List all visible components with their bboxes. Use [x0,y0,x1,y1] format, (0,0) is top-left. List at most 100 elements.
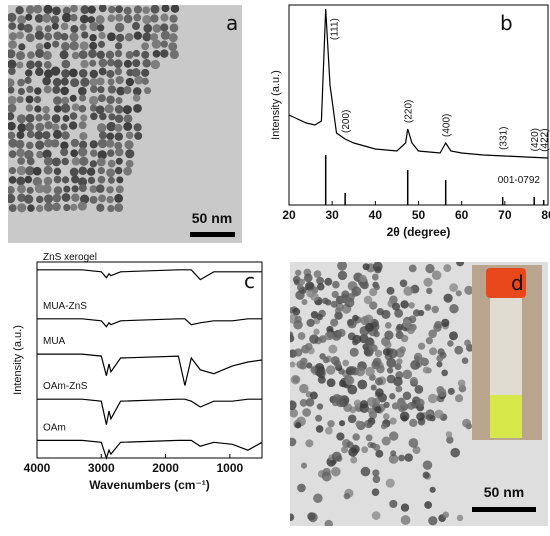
particle [27,204,35,212]
particle [322,297,329,305]
x-axis-title: Wavenumbers (cm⁻¹) [89,478,210,492]
particle [62,114,70,122]
particle [114,203,124,213]
particle [98,131,107,140]
particle [16,165,27,176]
particle [15,139,25,149]
particle [60,22,69,31]
particle [44,121,53,130]
particle [132,87,142,96]
particle [389,393,396,400]
data-line [37,353,263,386]
particle [53,96,62,105]
particle [108,113,116,121]
particle [319,335,327,343]
particle [399,411,410,422]
particle [373,443,381,451]
particle [403,286,414,296]
particle [106,69,115,78]
particle [123,114,133,124]
particle [61,59,71,69]
particle [160,13,169,22]
particle [398,404,406,413]
particle [16,31,24,40]
particle [382,348,391,356]
particle [44,32,53,41]
particle [17,184,26,194]
particle [34,60,43,69]
particle [96,50,105,60]
particle [314,367,325,377]
particle [51,157,61,167]
particle [380,423,387,430]
particle [441,318,450,327]
particle [464,285,474,295]
particle [52,6,61,16]
peak-label: (111) [330,18,341,40]
particle [391,402,400,410]
particle [25,13,33,21]
particle [115,147,124,157]
particle [160,49,169,58]
particle [357,379,368,390]
particle [98,31,106,40]
particle [96,77,105,86]
particle [116,86,126,96]
particle [60,141,69,150]
particle [428,516,438,526]
particle [52,202,61,212]
particle [8,67,16,76]
particle [23,23,33,33]
particle [90,112,98,121]
particle [160,30,171,40]
particle [360,466,371,477]
particle [425,263,435,274]
particle [42,149,52,159]
particle [394,308,404,318]
peak-label: (220) [404,100,415,123]
data-line [37,269,262,281]
particle [160,40,168,48]
particle [436,354,444,362]
particle [32,166,42,176]
particle [98,67,107,76]
particle [134,75,144,85]
particle [361,446,369,454]
particle [89,140,98,149]
series-label: MUA-ZnS [43,301,87,312]
particle [125,159,134,168]
particle [290,513,295,522]
particle [71,157,81,166]
particle [399,279,408,288]
particle [8,12,17,23]
particle [330,318,339,327]
particle [337,328,346,337]
peak-label: (420) [530,128,541,151]
particle [16,131,25,140]
particle [52,40,60,48]
particle [25,33,35,43]
particle [43,202,54,212]
particle [89,185,98,194]
particle [60,148,69,157]
particle [53,167,62,176]
particle [141,68,150,77]
particle [414,355,421,362]
particle [371,273,379,281]
particle [408,264,417,273]
particle [347,414,357,424]
particle [33,5,43,14]
particle [89,69,99,79]
peak-label: (422) [540,128,550,151]
particle [8,40,17,49]
particle [293,279,301,286]
scale-bar [190,232,235,237]
particle [290,408,298,418]
particle [50,15,60,25]
particle [350,444,360,454]
particle [52,77,62,87]
particle [62,12,72,23]
particle [17,157,26,165]
particle [124,140,134,150]
particle [8,121,16,131]
